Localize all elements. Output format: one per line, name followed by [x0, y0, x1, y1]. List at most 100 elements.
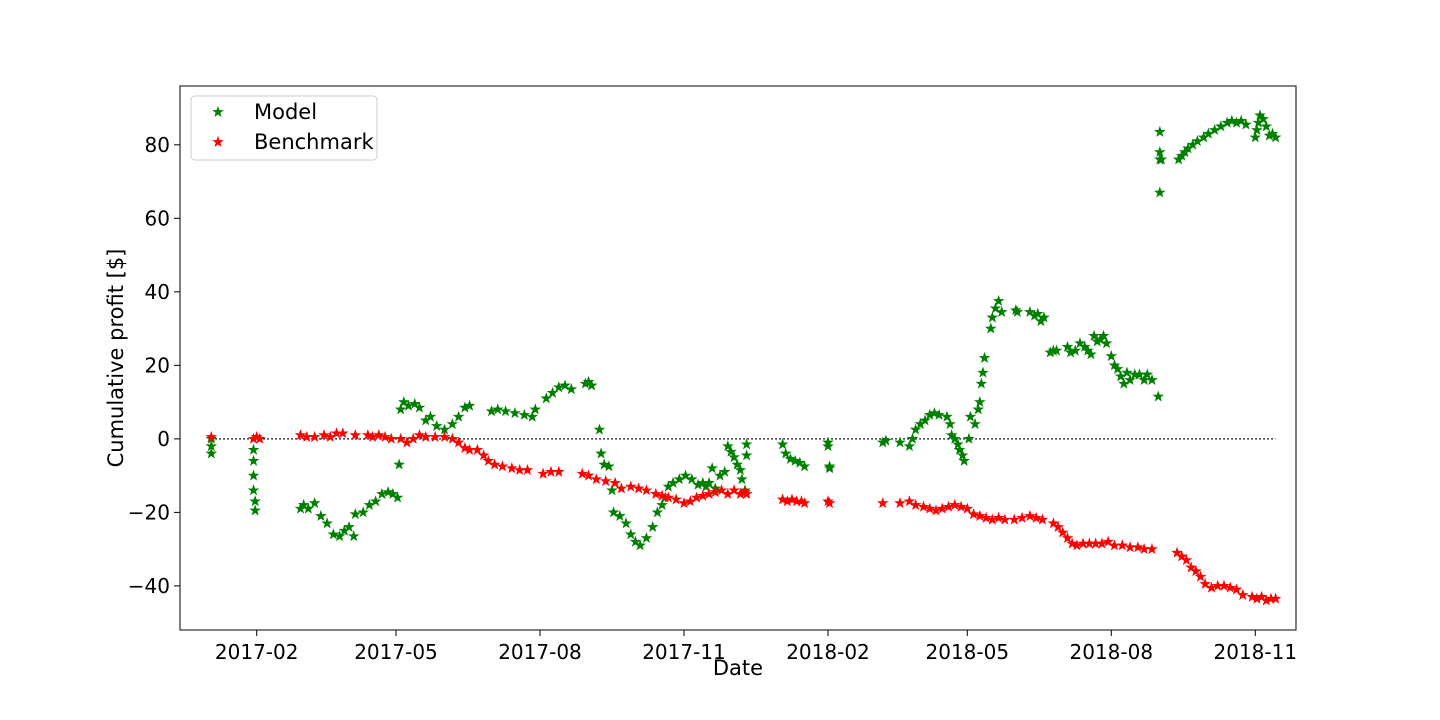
data-point	[1199, 577, 1212, 590]
data-point	[205, 447, 218, 459]
data-point	[499, 405, 512, 417]
data-point	[1016, 511, 1028, 523]
data-point	[1226, 114, 1238, 126]
data-point	[909, 423, 922, 435]
x-tick-label: 2017-02	[215, 640, 299, 664]
data-point	[424, 410, 437, 422]
data-point	[518, 408, 531, 420]
data-point	[607, 506, 620, 518]
data-point	[740, 449, 753, 461]
data-point	[552, 465, 565, 477]
data-point	[740, 438, 753, 450]
data-point	[1155, 153, 1168, 165]
data-point	[715, 484, 728, 496]
data-point	[736, 473, 748, 485]
data-point	[452, 410, 465, 422]
data-point	[1069, 344, 1082, 356]
data-point	[919, 414, 931, 426]
data-point	[614, 509, 626, 522]
data-point	[1124, 373, 1136, 386]
data-point	[463, 399, 476, 411]
data-point	[382, 486, 394, 498]
data-point	[952, 438, 964, 450]
data-point	[249, 495, 261, 507]
x-tick-label: 2017-08	[498, 640, 582, 664]
x-tick-label: 2017-11	[642, 640, 726, 664]
data-point	[1132, 541, 1144, 553]
data-point	[798, 460, 811, 472]
legend-marker-benchmark	[212, 135, 224, 147]
data-point	[956, 449, 969, 461]
data-point	[789, 454, 801, 466]
data-point	[651, 506, 664, 518]
data-point	[941, 410, 953, 422]
data-point	[471, 443, 484, 455]
data-point	[609, 476, 621, 488]
data-point	[909, 498, 922, 510]
data-point	[394, 403, 407, 415]
data-point	[894, 497, 906, 509]
data-point	[590, 473, 603, 485]
data-point	[876, 497, 889, 509]
data-point	[506, 462, 518, 474]
legend-label-benchmark: Benchmark	[254, 130, 374, 154]
data-point	[880, 434, 892, 446]
data-point	[477, 449, 490, 461]
data-point	[634, 539, 646, 551]
data-point	[1224, 581, 1237, 593]
data-point	[379, 430, 391, 442]
data-point	[394, 432, 407, 444]
data-point	[1061, 340, 1074, 352]
data-point	[975, 377, 988, 389]
y-tick-label: −20	[128, 500, 170, 524]
data-point	[1269, 592, 1282, 604]
data-point	[656, 489, 668, 501]
data-point	[972, 403, 985, 415]
data-point	[728, 484, 740, 496]
data-point	[321, 517, 333, 529]
data-point	[903, 495, 916, 507]
data-point	[740, 487, 753, 499]
data-point	[429, 430, 441, 442]
data-point	[318, 429, 330, 441]
data-point	[1246, 590, 1258, 602]
data-point	[372, 429, 385, 441]
data-point	[984, 322, 997, 334]
data-point	[606, 484, 618, 496]
data-point	[1154, 186, 1166, 198]
data-point	[624, 480, 637, 492]
data-point	[333, 530, 346, 542]
data-point	[1152, 390, 1165, 402]
data-point	[446, 432, 459, 444]
plot-frame	[179, 85, 1297, 631]
data-point	[1236, 588, 1249, 601]
x-tick-label: 2018-08	[1070, 640, 1154, 664]
x-tick-label: 2018-02	[786, 640, 870, 664]
data-point	[496, 460, 509, 472]
data-point	[992, 294, 1005, 306]
data-point	[798, 497, 811, 509]
data-point	[537, 467, 549, 479]
data-point	[491, 403, 504, 415]
data-point	[1146, 373, 1158, 386]
data-point	[1030, 511, 1042, 523]
data-point	[632, 482, 645, 494]
y-tick-label: −40	[128, 574, 170, 598]
data-point	[1230, 583, 1243, 595]
data-point	[249, 504, 261, 516]
x-tick-label: 2018-11	[1214, 640, 1298, 664]
y-axis-label: Cumulative profit [$]	[104, 249, 128, 468]
data-point	[585, 379, 598, 391]
data-point	[1024, 509, 1036, 522]
data-point	[1269, 131, 1282, 143]
data-point	[1066, 537, 1078, 549]
data-point	[1194, 570, 1207, 582]
data-point	[1218, 579, 1230, 591]
data-marks	[205, 109, 1282, 606]
data-point	[995, 305, 1008, 318]
data-point	[620, 517, 632, 529]
data-point	[722, 440, 734, 452]
data-point	[679, 469, 692, 481]
data-point	[1036, 513, 1049, 525]
